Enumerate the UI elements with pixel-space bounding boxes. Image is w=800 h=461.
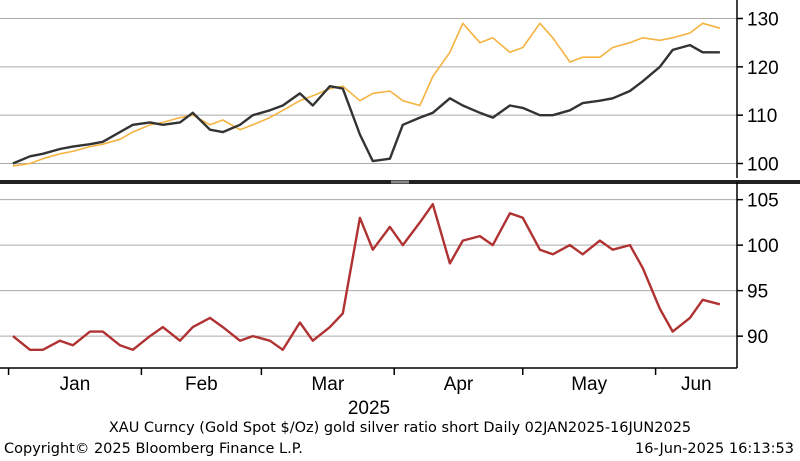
bottom-y-tick-label: 105 [747,191,779,212]
top-y-tick-label: 110 [747,106,777,127]
top-series-line-2 [12,43,720,165]
bottom-y-tick-label: 100 [747,236,779,257]
x-month-label: Jun [681,374,712,395]
bottom-y-tick-label: 95 [747,282,768,303]
top-y-tick-label: 130 [747,10,779,31]
bottom-series-line-1 [12,202,721,351]
chart-description: XAU Curncy (Gold Spot $/Oz) gold silver … [108,420,692,436]
x-month-label: Mar [311,374,344,395]
bottom-y-tick-label: 90 [747,327,768,348]
x-axis: Jan Feb Mar Apr May Jun 2025 [0,367,737,419]
x-year-label: 2025 [348,398,390,419]
top-y-tick-label: 120 [747,58,779,79]
top-y-tick-label: 100 [747,155,779,176]
top-panel: 100 110 120 130 [0,0,779,178]
x-month-label: Feb [185,374,218,395]
panel-divider[interactable] [0,180,800,184]
x-month-label: Jan [60,374,91,395]
top-series-line-1 [12,22,721,167]
timestamp-text: 16-Jun-2025 16:13:53 [634,441,794,457]
copyright-text: Copyright© 2025 Bloomberg Finance L.P. [4,441,303,457]
divider-grip-icon[interactable] [391,180,409,184]
x-month-label: May [571,374,607,395]
bottom-panel: 90 95 100 105 [0,182,779,368]
x-month-label: Apr [444,374,474,395]
